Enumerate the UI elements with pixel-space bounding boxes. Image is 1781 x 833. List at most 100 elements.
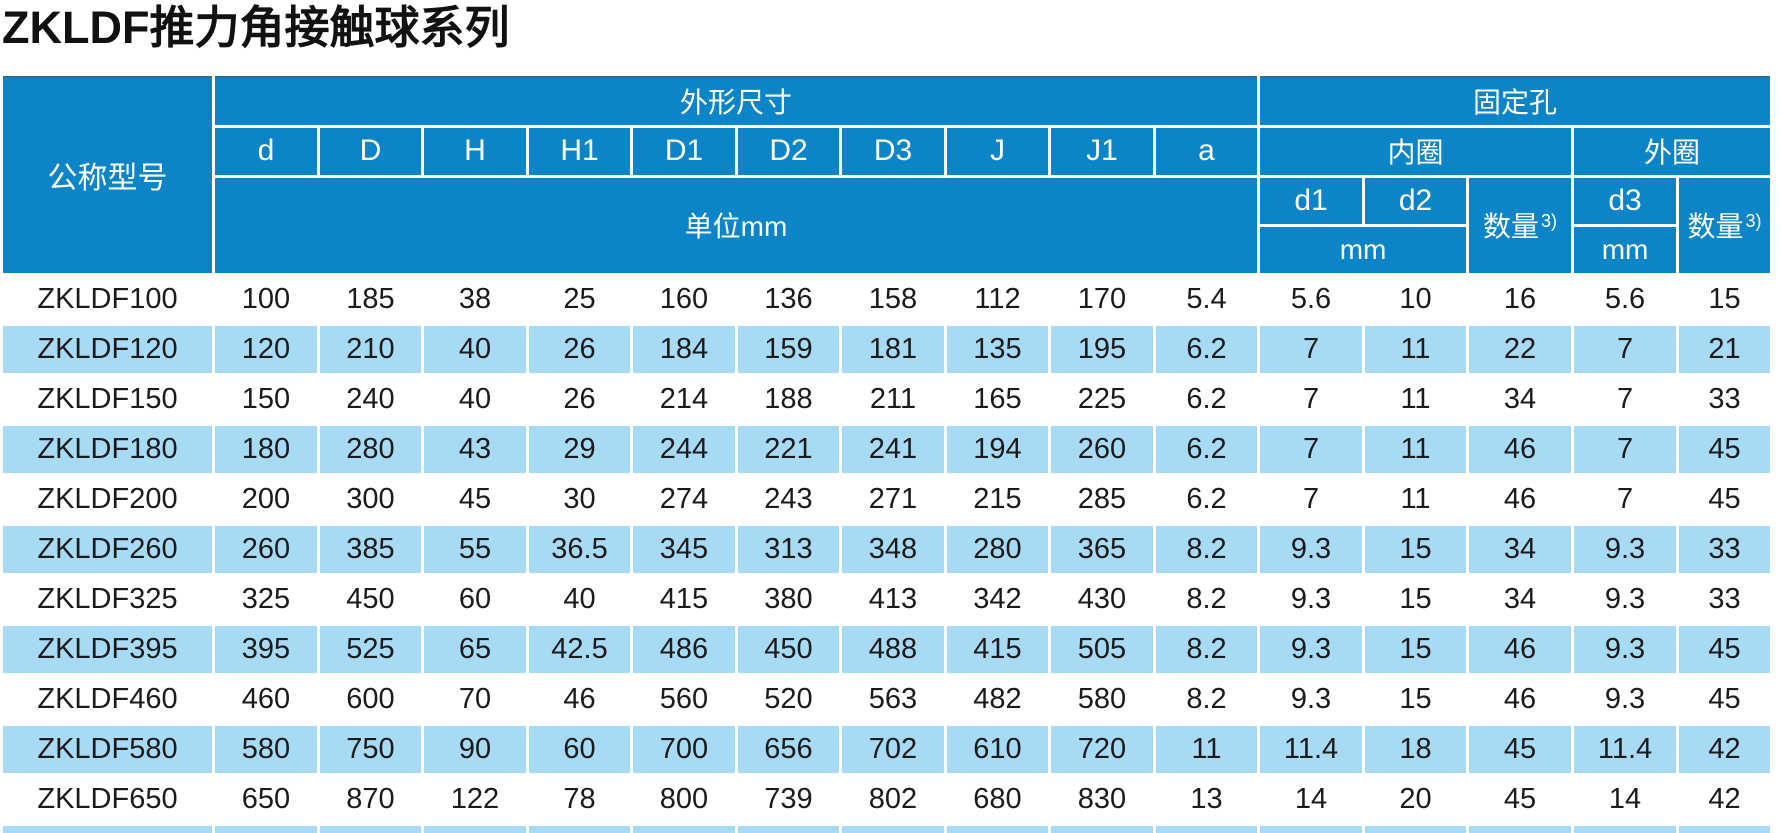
value-cell: 10: [1362, 272, 1470, 326]
value-cell: 450: [317, 572, 424, 626]
header-qty-outer: 数量 3): [1676, 174, 1774, 276]
model-cell: ZKLDF260: [0, 522, 215, 576]
value-cell: 215: [944, 472, 1051, 526]
header-row-units: mm mm: [2, 223, 1772, 276]
value-cell: 45: [1676, 672, 1774, 726]
value-cell: 415: [630, 572, 738, 626]
value-cell: 7: [1571, 372, 1680, 426]
value-cell: 8.2: [1152, 672, 1261, 726]
value-cell: 122: [421, 772, 529, 826]
value-cell: 300: [317, 472, 424, 526]
value-cell: 90: [421, 722, 529, 776]
value-cell: 830: [1048, 772, 1156, 826]
value-cell: 8.2: [1152, 572, 1261, 626]
header-qty-inner: 数量 3): [1466, 174, 1575, 276]
model-cell: ZKLDF120: [0, 322, 215, 376]
value-cell: 159: [735, 322, 842, 376]
value-cell: 680: [944, 772, 1051, 826]
model-cell: ZKLDF180: [0, 422, 215, 476]
table-row: ZKLDF260 260 385 55 36.5 345 313 348 280 365 8.2 9.…: [0, 522, 1774, 576]
value-cell: 7: [1257, 372, 1366, 426]
value-cell: 40: [421, 322, 529, 376]
header-col-J1: J1: [1048, 124, 1156, 178]
value-cell: 43: [421, 422, 529, 476]
value-cell: 600: [317, 672, 424, 726]
value-cell: 45: [1676, 622, 1774, 676]
value-cell: 195: [1048, 322, 1156, 376]
value-cell: 211: [839, 372, 947, 426]
value-cell: 210: [317, 322, 424, 376]
value-cell: 11: [1362, 422, 1470, 476]
qty-outer-note-ref: 3): [1745, 211, 1762, 231]
value-cell: 45: [421, 472, 529, 526]
value-cell: 20: [1362, 772, 1470, 826]
value-cell: 45: [1466, 772, 1575, 826]
value-cell: 11.4: [1571, 722, 1680, 776]
header-col-d1: d1: [1257, 174, 1366, 227]
value-cell: 9.3: [1257, 572, 1366, 626]
value-cell: 5.6: [1257, 272, 1366, 326]
table-row: ZKLDF180 180 280 43 29 244 221 241 194 260 6.2 7 11 4…: [0, 422, 1774, 476]
table-row: ZKLDF580 580 750 90 60 700 656 702 610 720 11 11.4 1…: [0, 722, 1774, 776]
header-col-D3: D3: [839, 124, 947, 178]
value-cell: 29: [526, 422, 633, 476]
value-cell: 244: [630, 422, 738, 476]
value-cell: 5.4: [1152, 272, 1261, 326]
table-row: ZKLDF120 120 210 40 26 184 159 181 135 195 6.2 7 11 2…: [0, 322, 1774, 376]
header-dimensions-group: 外形尺寸: [211, 76, 1261, 128]
value-cell: 9.3: [1257, 672, 1366, 726]
value-cell: 11: [1362, 472, 1470, 526]
value-cell: 241: [839, 422, 947, 476]
value-cell: 158: [839, 272, 947, 326]
value-cell: 11.4: [1257, 722, 1366, 776]
value-cell: 8.2: [1152, 622, 1261, 676]
header-inner-ring: 内圈: [1257, 124, 1575, 178]
header-col-J: J: [944, 124, 1051, 178]
header-col-d2: d2: [1362, 174, 1470, 227]
header-fixing-holes-group: 固定孔: [1257, 76, 1774, 128]
value-cell: 9.3: [1571, 622, 1680, 676]
value-cell: 525: [317, 622, 424, 676]
header-row-columns: d D H H1 D1 D2 D3 J J1 a 内圈 外圈: [2, 124, 1774, 178]
value-cell: 563: [839, 672, 947, 726]
header-row-subcolumns: 单位mm d1 d2 数量 3) d3 数量 3): [2, 174, 1774, 276]
value-cell: 165: [944, 372, 1051, 426]
value-cell: 15: [1362, 622, 1470, 676]
value-cell: 580: [1048, 672, 1156, 726]
value-cell: 18: [1362, 722, 1470, 776]
value-cell: 34: [1466, 372, 1575, 426]
value-cell: 36.5: [526, 522, 633, 576]
value-cell: 30: [526, 472, 633, 526]
header-col-H1: H1: [526, 124, 633, 178]
value-cell: 505: [1048, 622, 1156, 676]
value-cell: 46: [1466, 672, 1575, 726]
value-cell: 180: [212, 422, 320, 476]
value-cell: 240: [317, 372, 424, 426]
header-col-a: a: [1152, 124, 1261, 178]
header-col-D1: D1: [630, 124, 738, 178]
header-col-D: D: [317, 124, 424, 178]
value-cell: 26: [526, 372, 633, 426]
value-cell: 112: [944, 272, 1051, 326]
table-row: ZKLDF650 650 870 122 78 800 739 802 680 830 13 14 20…: [0, 772, 1774, 826]
value-cell: 7: [1571, 472, 1680, 526]
value-cell: 135: [944, 322, 1051, 376]
value-cell: 413: [839, 572, 947, 626]
value-cell: 33: [1676, 572, 1774, 626]
value-cell: 8.2: [1152, 522, 1261, 576]
model-cell: ZKLDF325: [0, 572, 215, 626]
qty-inner-note-ref: 3): [1541, 211, 1558, 231]
value-cell: 160: [630, 272, 738, 326]
value-cell: 870: [317, 772, 424, 826]
value-cell: 482: [944, 672, 1051, 726]
value-cell: 280: [944, 522, 1051, 576]
header-col-d3: d3: [1571, 174, 1680, 227]
value-cell: 580: [212, 722, 320, 776]
value-cell: 46: [526, 672, 633, 726]
value-cell: 800: [630, 772, 738, 826]
value-cell: 9.3: [1571, 672, 1680, 726]
table-row: ZKLDF150 150 240 40 26 214 188 211 165 225 6.2 7 11 3…: [0, 372, 1774, 426]
value-cell: 34: [1466, 572, 1575, 626]
value-cell: 702: [839, 722, 947, 776]
value-cell: 700: [630, 722, 738, 776]
